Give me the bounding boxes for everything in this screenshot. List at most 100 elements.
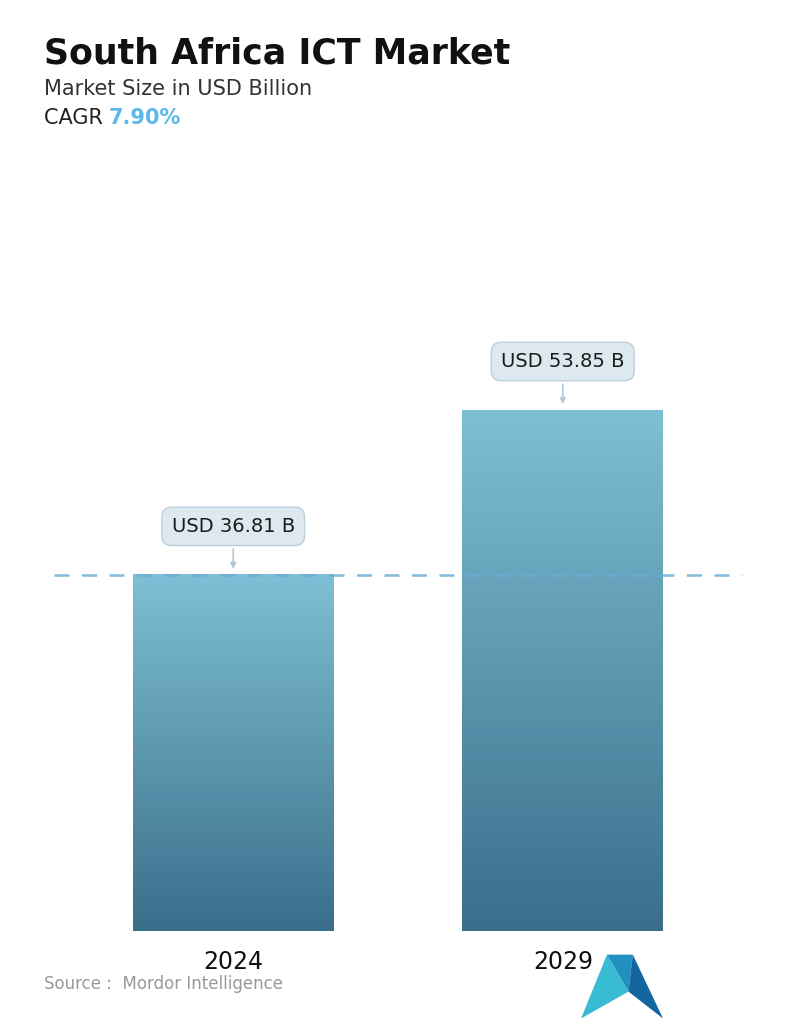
Bar — [133, 926, 334, 929]
Bar — [462, 744, 663, 747]
Bar — [133, 885, 334, 887]
Bar — [133, 717, 334, 719]
Bar — [133, 610, 334, 611]
Bar — [133, 819, 334, 820]
Bar — [133, 647, 334, 648]
Bar — [133, 784, 334, 785]
Bar — [133, 816, 334, 817]
Bar — [462, 667, 663, 668]
Bar — [462, 736, 663, 738]
Bar — [133, 701, 334, 703]
Bar — [133, 929, 334, 930]
Bar — [462, 785, 663, 787]
Bar — [462, 429, 663, 430]
Bar — [133, 692, 334, 693]
Bar — [133, 625, 334, 626]
Bar — [133, 797, 334, 799]
Bar — [462, 920, 663, 922]
Bar — [133, 762, 334, 763]
Bar — [133, 868, 334, 869]
Bar — [133, 642, 334, 643]
Bar — [462, 516, 663, 517]
Bar — [462, 698, 663, 700]
Bar — [462, 420, 663, 422]
Bar — [462, 837, 663, 839]
Bar — [462, 519, 663, 521]
Bar — [133, 722, 334, 723]
Bar — [462, 906, 663, 908]
Bar — [133, 576, 334, 577]
Bar — [462, 642, 663, 644]
Bar — [462, 465, 663, 467]
Bar — [133, 757, 334, 759]
Bar — [133, 824, 334, 825]
Bar — [462, 717, 663, 719]
Bar — [133, 720, 334, 721]
Bar — [133, 669, 334, 671]
Bar — [133, 898, 334, 899]
Bar — [133, 809, 334, 810]
Bar — [462, 769, 663, 771]
Bar — [462, 651, 663, 652]
Bar — [133, 860, 334, 861]
Bar — [133, 814, 334, 816]
Bar — [133, 825, 334, 826]
Bar — [462, 689, 663, 691]
Bar — [462, 856, 663, 857]
Bar — [462, 864, 663, 866]
Bar — [133, 675, 334, 676]
Bar — [133, 890, 334, 891]
Bar — [462, 427, 663, 429]
Bar — [133, 808, 334, 809]
Bar — [133, 769, 334, 770]
Bar — [133, 765, 334, 767]
Bar — [133, 577, 334, 578]
Bar — [133, 579, 334, 580]
Bar — [462, 548, 663, 550]
Bar — [133, 721, 334, 722]
Bar — [133, 714, 334, 716]
Bar — [133, 580, 334, 582]
Bar — [462, 862, 663, 864]
Bar — [462, 443, 663, 445]
Bar — [133, 605, 334, 607]
Bar — [133, 905, 334, 906]
Bar — [462, 594, 663, 596]
Bar — [462, 470, 663, 473]
Bar — [462, 409, 663, 412]
Bar — [462, 580, 663, 581]
Bar — [133, 857, 334, 858]
Bar — [462, 905, 663, 906]
Bar — [462, 844, 663, 846]
Bar — [133, 893, 334, 895]
Text: 7.90%: 7.90% — [109, 108, 181, 127]
Bar — [133, 832, 334, 833]
Bar — [462, 460, 663, 462]
Bar — [462, 422, 663, 424]
Bar — [133, 896, 334, 898]
Bar — [462, 630, 663, 632]
Bar — [462, 571, 663, 573]
Bar — [462, 559, 663, 560]
Bar — [133, 882, 334, 883]
Bar — [462, 483, 663, 484]
Bar — [462, 488, 663, 489]
Bar — [133, 811, 334, 812]
Bar — [133, 628, 334, 629]
Bar — [133, 853, 334, 855]
Bar — [462, 453, 663, 455]
Bar — [133, 708, 334, 710]
Bar — [133, 921, 334, 922]
Bar — [133, 665, 334, 666]
Bar — [133, 679, 334, 680]
Bar — [462, 732, 663, 734]
Bar — [133, 732, 334, 733]
Bar — [133, 802, 334, 803]
Bar — [462, 446, 663, 448]
Bar — [462, 929, 663, 931]
Bar — [133, 706, 334, 707]
Bar — [462, 708, 663, 710]
Bar — [462, 537, 663, 539]
Bar — [462, 660, 663, 662]
Bar — [462, 911, 663, 913]
